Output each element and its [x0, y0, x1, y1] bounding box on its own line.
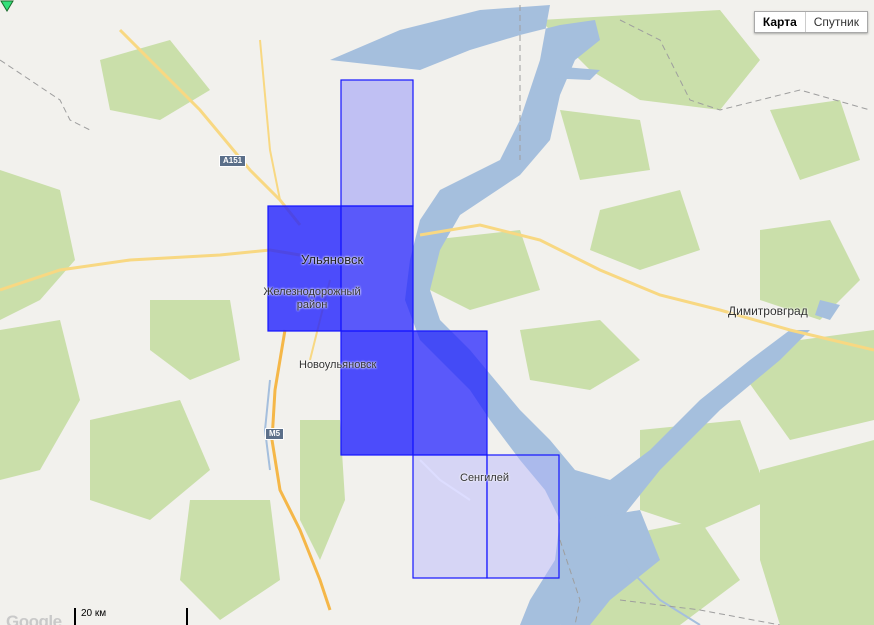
road-shield-m5: M5 [265, 428, 285, 440]
scale-bar-left-tick [74, 608, 76, 625]
map-type-map-button[interactable]: Карта [755, 12, 806, 32]
scale-bar: 20 км [74, 606, 188, 625]
scale-bar-right-tick [186, 608, 188, 625]
scale-bar-label: 20 км [81, 608, 107, 619]
location-marker-icon[interactable] [0, 0, 14, 12]
google-logo: Google [6, 612, 62, 625]
label-ulyanovsk: Ульяновск [301, 252, 364, 267]
overlay-tile-light [340, 79, 414, 207]
road-shield-a151: A151 [219, 155, 247, 167]
overlay-tile-strong [340, 330, 414, 456]
label-zheleznodorozhny: Железнодорожный район [263, 286, 361, 311]
admin-borders [0, 5, 871, 625]
label-novoulyanovsk: Новоульяновск [299, 359, 377, 371]
overlay-tiles [267, 79, 560, 579]
label-dimitrovgrad: Димитровград [728, 304, 808, 318]
map-type-control: Карта Спутник [753, 11, 868, 33]
overlay-tile-light [412, 454, 488, 579]
label-sengiley: Сенгилей [460, 472, 509, 484]
water-bodies [330, 5, 840, 625]
overlay-tile-light [486, 454, 560, 579]
map-type-satellite-button[interactable]: Спутник [813, 15, 859, 29]
overlay-tile-strong [340, 205, 414, 332]
overlay-tile-strong [267, 205, 342, 332]
overlay-tile-strong [412, 330, 488, 456]
